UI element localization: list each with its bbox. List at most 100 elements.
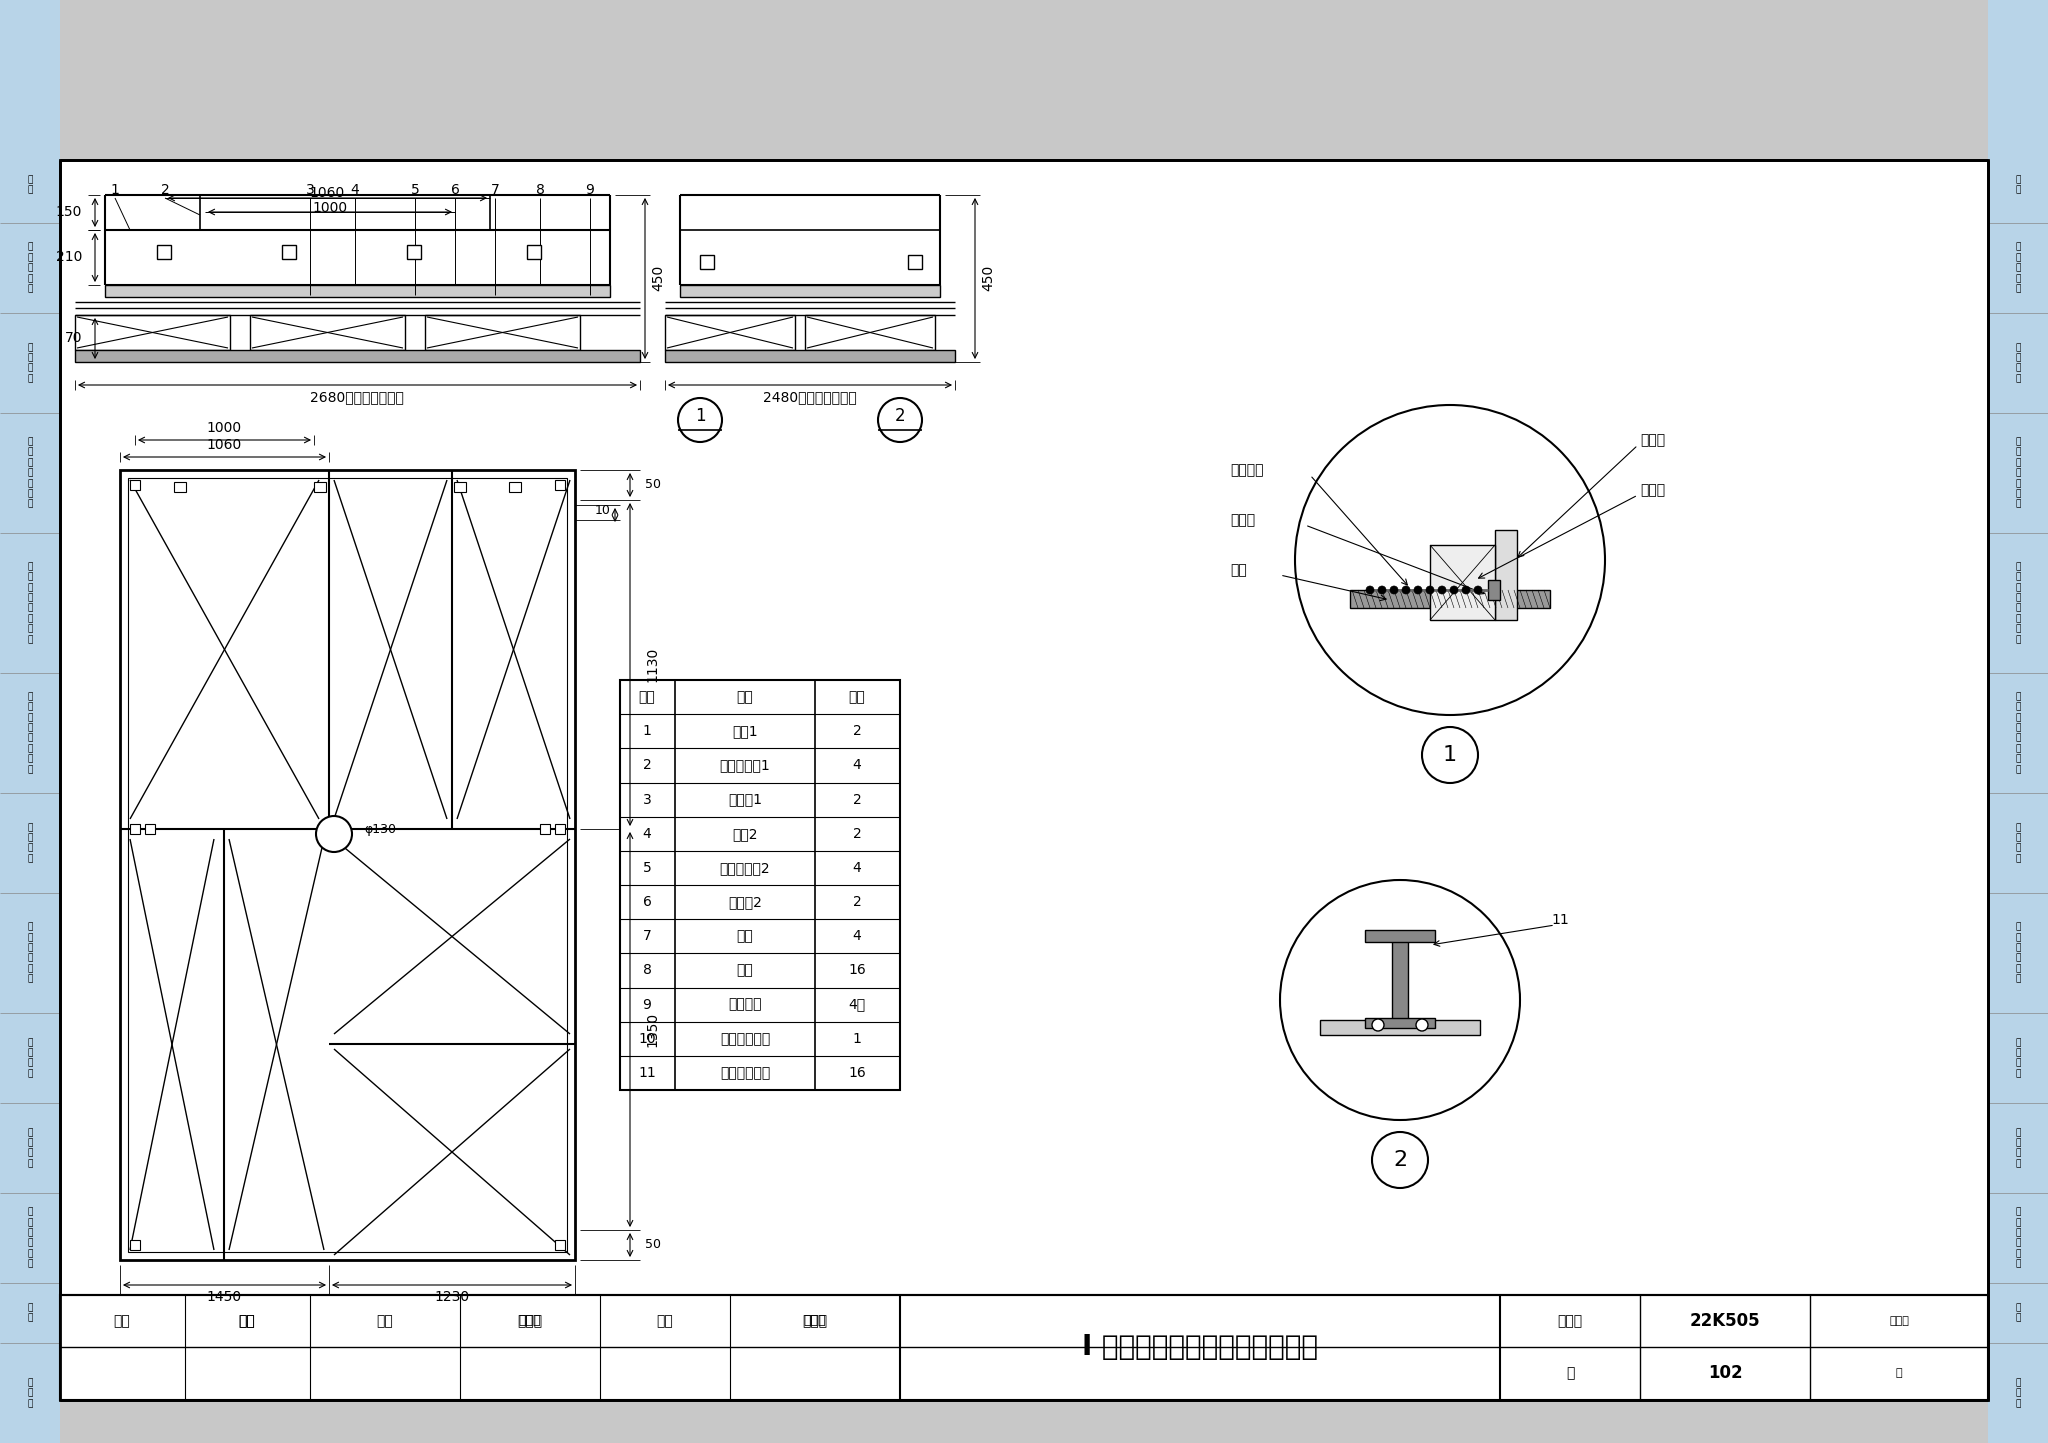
Circle shape [315, 815, 352, 851]
Text: 5: 5 [643, 861, 651, 874]
Text: φ130: φ130 [365, 823, 395, 835]
Text: 1: 1 [1444, 745, 1456, 765]
Circle shape [1425, 586, 1434, 595]
Text: 王芳: 王芳 [240, 1315, 256, 1328]
Text: 孟祥茜: 孟祥茜 [518, 1315, 543, 1328]
Text: 施
工
安
装
及
验
收: 施 工 安 装 及 验 收 [27, 437, 33, 509]
Text: 9: 9 [586, 183, 594, 198]
Text: 洁
净
用
房: 洁 净 用 房 [2015, 343, 2021, 382]
Text: 施
工
安
装
及
验
收: 施 工 安 装 及 验 收 [2015, 437, 2021, 509]
Text: 2: 2 [160, 183, 170, 198]
Circle shape [1403, 586, 1409, 595]
Text: 审核: 审核 [113, 1315, 131, 1328]
Text: 8: 8 [537, 183, 545, 198]
Text: 1: 1 [852, 1032, 862, 1046]
Text: 无影灯装饰板: 无影灯装饰板 [721, 1032, 770, 1046]
Text: 生
殖
中
心: 生 殖 中 心 [27, 823, 33, 863]
Circle shape [1294, 405, 1606, 714]
Bar [1366, 929, 1436, 942]
Text: 2: 2 [852, 827, 862, 841]
Text: 7: 7 [643, 929, 651, 944]
Bar [129, 1240, 139, 1250]
Text: 2: 2 [852, 792, 862, 807]
Text: 扩
临
床
基
因
检
验
室: 扩 临 床 基 因 检 验 室 [27, 563, 33, 644]
Text: 2680（不含外翻边）: 2680（不含外翻边） [309, 390, 403, 404]
Text: 名称: 名称 [737, 690, 754, 704]
Text: 图集号: 图集号 [1556, 1315, 1583, 1328]
Bar [541, 824, 551, 834]
Text: 22K505: 22K505 [1690, 1312, 1761, 1330]
Text: 11: 11 [1550, 913, 1569, 926]
Circle shape [1372, 1131, 1427, 1188]
Text: 李金翱: 李金翱 [803, 1315, 825, 1328]
Text: 孟祥茜: 孟祥茜 [518, 1315, 541, 1328]
Bar [283, 245, 297, 258]
Text: 150: 150 [55, 205, 82, 219]
Text: 1350: 1350 [645, 1012, 659, 1046]
Text: 10: 10 [639, 1032, 655, 1046]
Text: 箱体1: 箱体1 [733, 724, 758, 739]
Bar [700, 255, 715, 268]
Text: 打胶密封: 打胶密封 [1231, 463, 1264, 478]
Bar [59, 160, 1989, 1400]
Bar [104, 286, 610, 297]
Text: 数量: 数量 [848, 690, 866, 704]
Circle shape [1372, 1019, 1384, 1030]
Text: 1060: 1060 [309, 186, 344, 201]
Bar [680, 286, 940, 297]
Text: 3: 3 [305, 183, 315, 198]
Text: 450: 450 [981, 266, 995, 291]
Text: 1000: 1000 [207, 421, 242, 434]
Text: 监
护
重
症
病
房: 监 护 重 症 病 房 [27, 1208, 33, 1268]
Bar [129, 824, 139, 834]
Text: 选
用: 选 用 [2015, 175, 2021, 195]
Text: 高效过滤器2: 高效过滤器2 [719, 861, 770, 874]
Text: 3: 3 [643, 792, 651, 807]
Circle shape [1450, 586, 1458, 595]
Text: 2: 2 [1393, 1150, 1407, 1170]
Circle shape [1391, 586, 1399, 595]
Bar [250, 315, 406, 351]
Text: 50: 50 [645, 1238, 662, 1251]
Text: 70: 70 [63, 330, 82, 345]
Text: 勾流层: 勾流层 [1640, 483, 1665, 496]
Text: 102: 102 [1708, 1364, 1743, 1382]
Text: 210: 210 [55, 250, 82, 264]
Bar [330, 824, 340, 834]
Bar [555, 481, 565, 491]
Bar [145, 824, 156, 834]
Circle shape [1413, 586, 1421, 595]
Text: 2: 2 [895, 407, 905, 426]
Bar [1430, 545, 1495, 620]
Text: 9: 9 [643, 997, 651, 1012]
Text: 1450: 1450 [207, 1290, 242, 1304]
Text: 16: 16 [848, 1066, 866, 1079]
Text: 手
术
部: 手 术 部 [2015, 1378, 2021, 1408]
Text: 450: 450 [651, 266, 666, 291]
Bar [526, 245, 541, 258]
Text: 1: 1 [111, 183, 119, 198]
Bar [666, 351, 954, 362]
Text: 4套: 4套 [848, 997, 866, 1012]
Text: 洁
净: 洁 净 [2015, 1303, 2021, 1323]
Bar [555, 1240, 565, 1250]
Bar [408, 245, 422, 258]
Text: 李金翱: 李金翱 [803, 1315, 827, 1328]
Circle shape [879, 398, 922, 442]
Bar [907, 255, 922, 268]
Text: 血
液
病
房: 血 液 病 房 [2015, 1128, 2021, 1167]
Text: 选
用: 选 用 [27, 175, 33, 195]
Text: 6: 6 [643, 895, 651, 909]
Text: 匀流层2: 匀流层2 [727, 895, 762, 909]
Bar [1350, 590, 1550, 608]
Bar [1495, 530, 1518, 620]
Text: 11: 11 [639, 1066, 655, 1079]
Circle shape [1438, 586, 1446, 595]
Text: 消
毒
供
应
中
心: 消 毒 供 应 中 心 [27, 922, 33, 984]
Text: 法兰: 法兰 [737, 929, 754, 944]
Text: 烧
伤
病
房: 烧 伤 病 房 [2015, 1038, 2021, 1078]
Text: 调
静
脉
用
药
配
中
心: 调 静 脉 用 药 配 中 心 [27, 693, 33, 773]
Text: 箱体2: 箱体2 [733, 827, 758, 841]
Bar [129, 481, 139, 491]
Text: 2480（不含外翻边）: 2480（不含外翻边） [764, 390, 856, 404]
